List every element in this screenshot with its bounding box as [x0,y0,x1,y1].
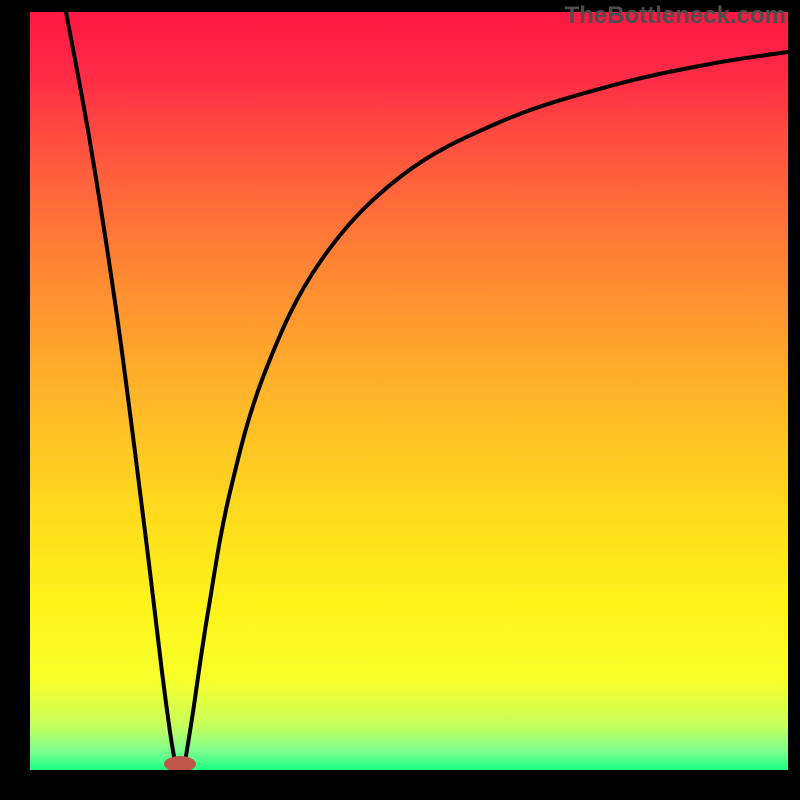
plot-area [30,12,788,770]
watermark-text: TheBottleneck.com [565,2,786,30]
left-curve [66,12,175,762]
minimum-marker [164,756,196,770]
border-right [788,0,800,800]
border-bottom [0,770,800,800]
chart-frame: TheBottleneck.com [0,0,800,800]
curve-layer [30,12,788,770]
border-left [0,0,30,800]
right-curve [185,52,788,762]
